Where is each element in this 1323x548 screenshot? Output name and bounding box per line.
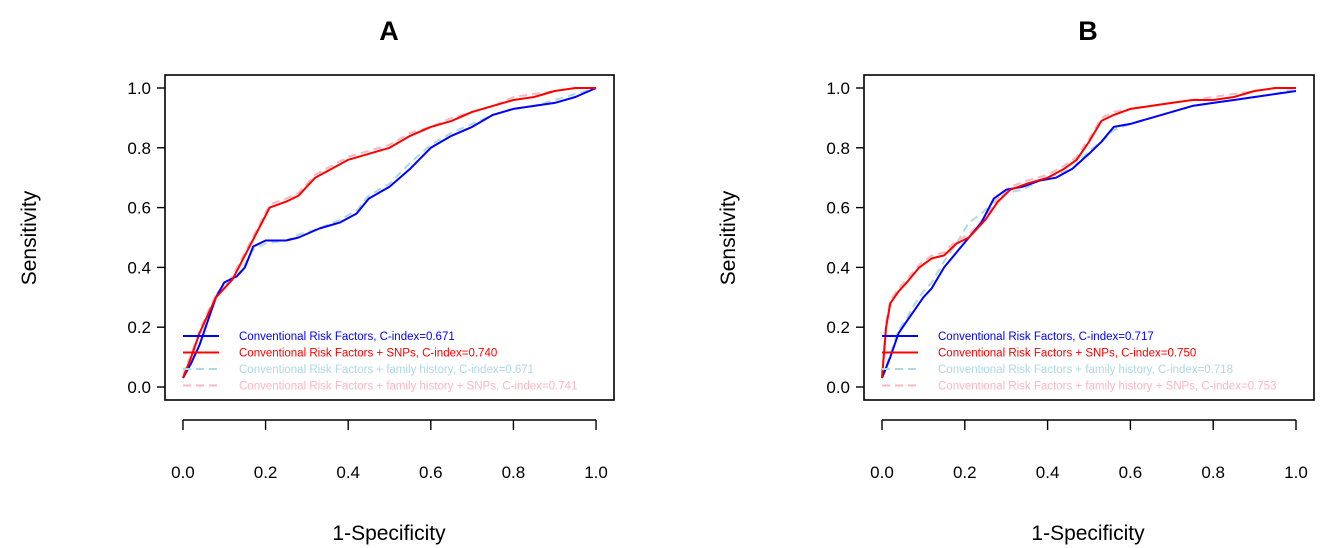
y-tick-label: 0.8 [826,139,850,158]
x-tick-label: 0.0 [870,463,894,482]
panel-b: B 1-Specificity Sensitivity 0.0 0.2 0.4 0.6… [717,16,1315,545]
series-line [182,87,597,379]
y-tick-label: 0.4 [127,258,151,277]
y-tick-label: 0.0 [826,378,850,397]
x-tick-label: 1.0 [1284,463,1308,482]
y-tick-label: 0.2 [826,318,850,337]
panel-title: A [379,16,399,46]
plot-frame [863,74,1315,401]
y-tick-label: 0.0 [127,378,151,397]
legend-label: Conventional Risk Factors + family histo… [239,364,534,376]
x-tick-label: 0.2 [254,463,278,482]
x-axis-label: 1-Specificity [332,522,446,545]
x-tick-label: 0.6 [1119,463,1143,482]
legend-label: Conventional Risk Factors + SNPs, C-inde… [938,348,1196,360]
legend-label: Conventional Risk Factors + SNPs, C-inde… [239,348,497,360]
series-line [182,87,596,379]
y-tick-label: 0.6 [127,199,151,218]
legend-label: Conventional Risk Factors + family histo… [938,381,1276,393]
y-axis-label: Sensitivity [717,190,740,285]
legend-label: Conventional Risk Factors + family histo… [938,364,1233,376]
legend-label: Conventional Risk Factors, C-index=0.671 [239,331,455,343]
panel-title: B [1078,16,1098,46]
x-tick-label: 0.6 [419,463,443,482]
x-tick-label: 1.0 [584,463,608,482]
y-tick-label: 0.4 [826,258,850,277]
panel-a: A 1-Specificity Sensitivity 0.0 0.2 0.4 0.6… [18,16,615,545]
legend-label: Conventional Risk Factors + family histo… [239,381,577,393]
x-tick-label: 0.2 [953,463,977,482]
x-tick-label: 0.0 [171,463,195,482]
plot-area: 0.0 0.2 0.4 0.6 0.8 1.0 0.0 0.2 0.4 0.6 0.8 1.0 Conv… [127,74,615,482]
x-axis-label: 1-Specificity [1031,522,1145,545]
plot-frame [164,74,615,401]
x-tick-label: 0.8 [1201,463,1225,482]
plot-area: 0.0 0.2 0.4 0.6 0.8 1.0 0.0 0.2 0.4 0.6 0.8 1.0 Conv… [826,74,1315,482]
x-tick-label: 0.8 [502,463,526,482]
y-tick-label: 0.8 [127,139,151,158]
y-axis-label: Sensitivity [18,190,41,285]
legend-label: Conventional Risk Factors, C-index=0.717 [938,331,1154,343]
y-tick-label: 0.2 [127,318,151,337]
y-tick-label: 1.0 [127,79,151,98]
x-tick-label: 0.4 [1036,463,1060,482]
y-tick-label: 1.0 [826,79,850,98]
y-tick-label: 0.6 [826,199,850,218]
series-line [881,87,1296,379]
x-tick-label: 0.4 [336,463,360,482]
